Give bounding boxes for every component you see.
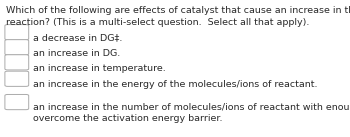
Text: an increase in DG.: an increase in DG. [33, 49, 120, 58]
Text: a decrease in DG‡.: a decrease in DG‡. [33, 34, 122, 43]
Text: reaction? (This is a multi-select question.  Select all that apply).: reaction? (This is a multi-select questi… [6, 18, 310, 28]
FancyBboxPatch shape [5, 71, 29, 86]
Text: an increase in temperature.: an increase in temperature. [33, 64, 166, 73]
Text: an increase in the energy of the molecules/ions of reactant.: an increase in the energy of the molecul… [33, 80, 318, 89]
FancyBboxPatch shape [5, 55, 29, 70]
Text: an increase in the number of molecules/ions of reactant with enough energy to
ov: an increase in the number of molecules/i… [33, 103, 350, 123]
Text: Which of the following are effects of catalyst that cause an increase in the rat: Which of the following are effects of ca… [6, 6, 350, 15]
FancyBboxPatch shape [5, 95, 29, 110]
FancyBboxPatch shape [5, 25, 29, 40]
FancyBboxPatch shape [5, 40, 29, 55]
